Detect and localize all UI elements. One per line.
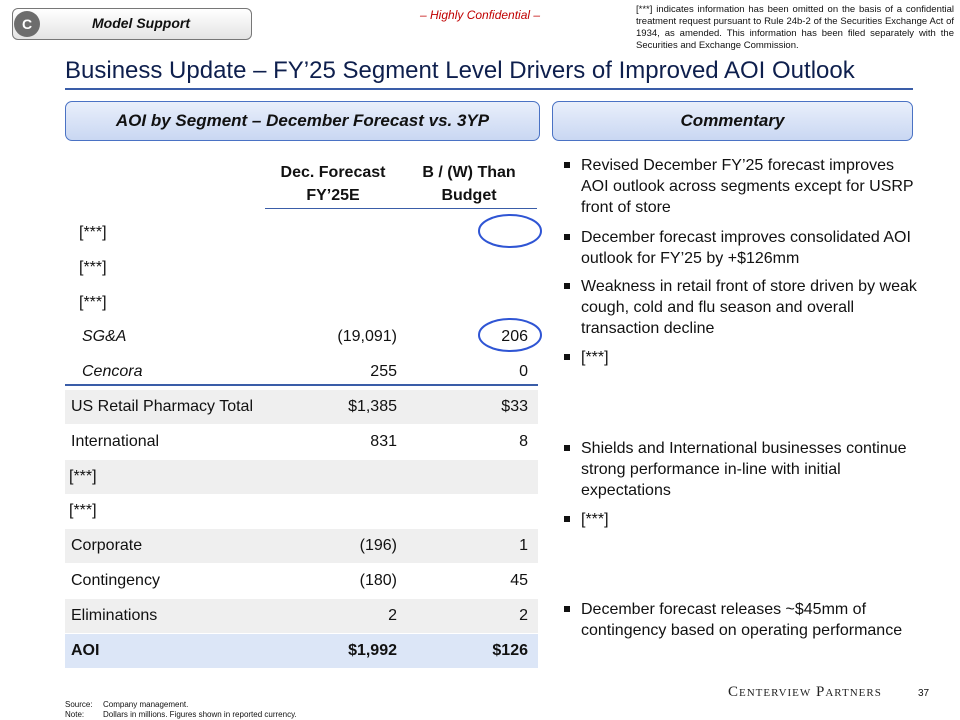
variance-value: 1	[519, 537, 528, 555]
confidential: – Highly Confidential –	[420, 8, 541, 22]
column-header: Budget	[441, 187, 497, 204]
bullet: Shields and International businesses con…	[562, 438, 921, 501]
page-number: 37	[918, 688, 930, 699]
row-label: Eliminations	[71, 606, 158, 624]
variance-value: 2	[519, 606, 528, 624]
source-label: Source:	[65, 700, 93, 709]
table-row: US Retail Pharmacy Total $1,385 $33	[65, 390, 538, 424]
row-label: [***]	[79, 224, 107, 241]
panel-heading: Commentary	[552, 101, 913, 141]
column-header: FY’25E	[306, 187, 360, 204]
bullet: Weakness in retail front of store driven…	[562, 276, 921, 339]
column-header: B / (W) Than	[422, 164, 516, 181]
row-label: [***]	[79, 258, 107, 276]
forecast-value: 255	[370, 363, 397, 381]
table-row: Cencora 255 0	[65, 355, 538, 389]
forecast-value: 831	[370, 432, 397, 450]
row-label: [***]	[69, 467, 97, 485]
table-row: Eliminations 2 2	[65, 598, 538, 633]
badge	[12, 8, 252, 40]
badge-text: Model Support	[92, 15, 190, 31]
panel-heading: AOI by Segment – December Forecast vs. 3…	[65, 101, 540, 141]
section-rule	[65, 384, 538, 386]
variance-value: 8	[519, 432, 528, 450]
logo: Centerview Partners	[728, 684, 882, 700]
highlight-circle	[478, 214, 542, 248]
column-header: Dec. Forecast	[280, 164, 386, 181]
title-rule	[65, 88, 913, 90]
bullet: December forecast releases ~$45mm of con…	[562, 599, 921, 641]
forecast-value: $1,992	[348, 641, 397, 659]
disclaimer: [***] indicates information has been omi…	[636, 4, 954, 51]
badge-letter: C	[14, 11, 40, 37]
forecast-value: 2	[388, 606, 397, 624]
row-label: Corporate	[71, 537, 143, 555]
forecast-value: (196)	[359, 537, 397, 555]
bullet: [***]	[562, 509, 921, 530]
highlight-circle	[478, 318, 542, 352]
slide-title: Business Update – FY’25 Segment Level Dr…	[65, 57, 855, 84]
table-row: [***]	[65, 459, 538, 494]
variance-value: 206	[501, 328, 528, 346]
row-label: International	[71, 432, 160, 450]
table-row: [***]	[65, 286, 538, 320]
bullet: Revised December FY’25 forecast improves…	[562, 155, 921, 218]
table-row: [***]	[65, 494, 538, 528]
table-row: [***]	[65, 216, 538, 250]
table-row: Contingency (180) 45	[65, 564, 538, 598]
variance-value: $126	[492, 641, 528, 659]
forecast-value: (19,091)	[337, 328, 397, 346]
variance-value: 0	[519, 363, 528, 381]
note: Dollars in millions. Figures shown in re…	[103, 710, 297, 719]
table-row: Corporate (196) 1	[65, 529, 538, 564]
row-label: AOI	[71, 641, 100, 659]
table-row: [***]	[65, 251, 538, 285]
table-row: AOI $1,992 $126	[65, 633, 538, 668]
row-label: [***]	[69, 502, 97, 520]
variance-value: $33	[501, 398, 528, 415]
row-label: Contingency	[71, 572, 160, 589]
source: Company management.	[103, 700, 189, 709]
table-row: International 831 8	[65, 425, 538, 459]
column-rule	[265, 208, 401, 209]
bullet: December forecast improves consolidated …	[562, 227, 921, 269]
column-rule	[401, 208, 537, 209]
forecast-value: $1,385	[348, 398, 397, 415]
note-label: Note:	[65, 710, 85, 719]
row-label: Cencora	[82, 363, 143, 381]
variance-value: 45	[510, 572, 528, 589]
table-row: SG&A (19,091) 206	[65, 320, 538, 354]
row-label: [***]	[79, 293, 107, 311]
row-label: SG&A	[82, 328, 127, 346]
forecast-value: (180)	[359, 572, 397, 589]
row-label: US Retail Pharmacy Total	[71, 398, 253, 415]
bullet: [***]	[562, 347, 921, 368]
